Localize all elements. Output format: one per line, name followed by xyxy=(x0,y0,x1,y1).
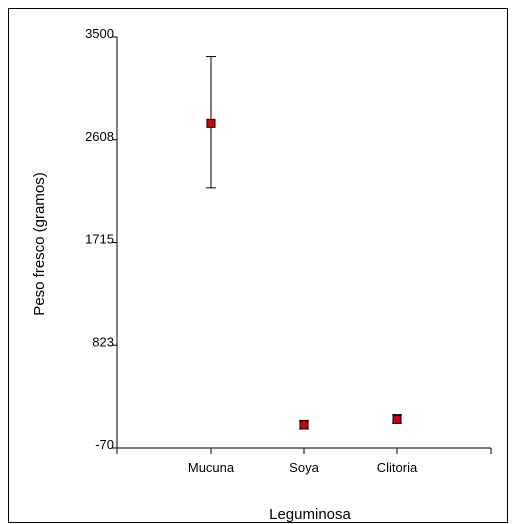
data-points xyxy=(206,56,402,430)
x-tick-label: Soya xyxy=(289,460,319,475)
x-ticks: Mucuna Soya Clitoria xyxy=(116,448,492,475)
y-tick-label: -70 xyxy=(95,437,114,452)
data-point xyxy=(206,118,216,128)
y-tick-label: 1715 xyxy=(85,232,114,247)
y-tick-label: 823 xyxy=(92,334,114,349)
y-axis-label: Peso fresco (gramos) xyxy=(31,172,48,315)
y-tick-label: 3500 xyxy=(85,26,114,41)
x-tick-label: Clitoria xyxy=(377,460,418,475)
chart-frame xyxy=(8,8,508,523)
x-tick-label: Mucuna xyxy=(188,460,235,475)
data-point xyxy=(392,414,402,424)
y-tick-label: 2608 xyxy=(85,129,114,144)
x-axis-label: Leguminosa xyxy=(269,506,351,523)
y-ticks: 3500 2608 1715 823 -70 xyxy=(85,26,117,452)
data-point xyxy=(299,420,309,430)
